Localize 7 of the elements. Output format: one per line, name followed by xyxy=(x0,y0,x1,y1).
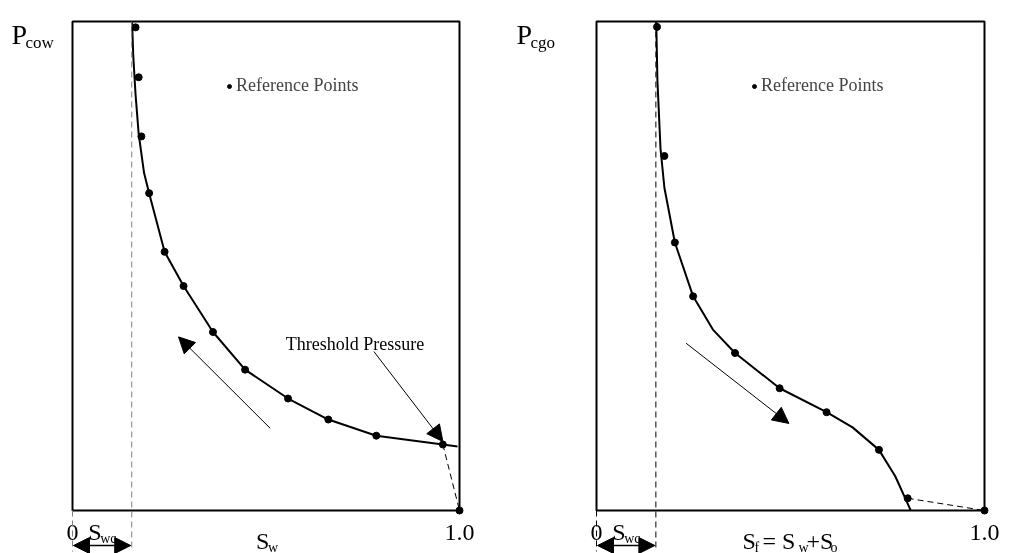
legend-label: Reference Points xyxy=(236,75,359,96)
x-tick-label: 1.0 xyxy=(444,519,475,545)
x-tick-label: 1.0 xyxy=(969,519,1000,545)
x-tick-label: 0 xyxy=(66,519,79,545)
legend-label: Reference Points xyxy=(761,75,884,96)
x-tick-label: 0 xyxy=(590,519,603,545)
annotation: Threshold Pressure xyxy=(285,334,425,355)
